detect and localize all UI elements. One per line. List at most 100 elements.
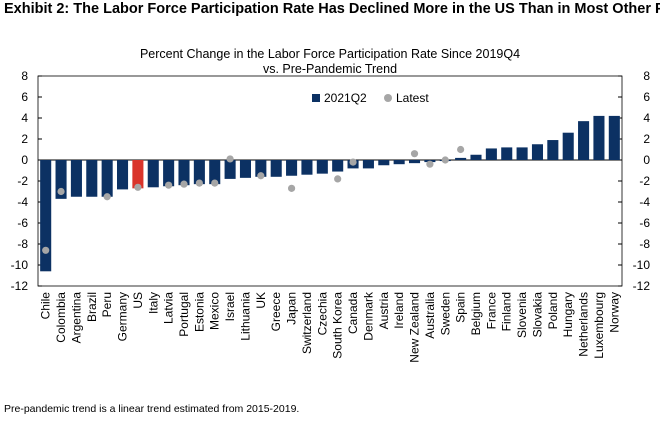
bar [393,160,405,165]
y2-tick-label: -2 [639,174,650,188]
y2-tick-label: -10 [633,258,651,272]
bar [163,160,175,187]
latest-dot [211,179,219,187]
x-tick-label: Peru [100,292,114,317]
bar [239,160,252,178]
y-tick-label: 2 [21,132,28,146]
bar [578,121,590,160]
y-tick-label: -6 [17,216,28,230]
x-tick-label: Germany [116,292,130,341]
y-tick-label: -12 [11,279,29,293]
y-tick-label: -10 [11,258,29,272]
y-tick-label: -2 [17,174,28,188]
x-tick-label: UK [254,292,268,309]
bar [224,160,236,179]
bar [362,160,374,169]
latest-dot [103,193,111,201]
y2-tick-label: 4 [643,111,650,125]
bar [132,160,144,189]
x-tick-label: Japan [285,292,299,325]
x-tick-label: Australia [423,292,437,339]
latest-dot [226,155,234,163]
legend-label: 2021Q2 [324,91,367,105]
footnote: Pre-pandemic trend is a linear trend est… [4,403,299,415]
x-tick-label: Hungary [561,292,575,337]
bar [547,140,559,160]
y2-tick-label: 0 [643,153,650,167]
y-tick-label: -8 [17,237,28,251]
y2-tick-label: 6 [643,90,650,104]
x-tick-label: Switzerland [300,292,314,354]
x-tick-label: Poland [546,292,560,329]
bar [378,160,390,166]
x-tick-label: Luxembourg [592,292,606,359]
latest-dot [441,156,449,164]
latest-dot [349,158,357,166]
bar [301,160,313,175]
y-tick-label: 6 [21,90,28,104]
x-tick-label: Israel [223,292,237,321]
latest-dot [57,187,65,196]
x-tick-label: Canada [346,292,360,334]
latest-dot [457,145,465,154]
bar [531,144,544,160]
bar [562,132,574,160]
chart-title: Percent Change in the Labor Force Partic… [140,47,520,61]
bar [470,154,482,160]
latest-dot [426,160,434,168]
legend-label: Latest [396,91,429,105]
latest-dot [257,172,265,180]
exhibit-title: Exhibit 2: The Labor Force Participation… [4,1,660,17]
x-tick-label: Latvia [162,292,176,324]
x-tick-label: Slovenia [515,292,529,338]
bar [270,160,282,177]
y-tick-label: 8 [21,69,28,83]
y2-tick-label: -8 [639,237,650,251]
x-tick-label: Norway [607,292,621,333]
legend-marker [312,94,320,102]
x-tick-label: Brazil [85,292,99,322]
bar [209,160,221,185]
bar [178,160,190,186]
bar [516,147,528,160]
x-tick-label: Italy [146,292,160,314]
bar [455,157,467,160]
x-tick-label: Portugal [177,292,191,337]
y-tick-label: 4 [21,111,28,125]
x-tick-label: Lithuania [238,292,252,341]
x-tick-label: Colombia [54,292,68,343]
y-tick-label: -4 [17,195,28,209]
x-tick-label: Austria [377,292,391,330]
legend-marker [384,94,392,102]
x-tick-label: Sweden [438,292,452,335]
x-tick-label: Czechia [315,292,329,336]
x-tick-label: New Zealand [408,292,422,363]
bar [147,160,159,188]
latest-dot [42,246,50,254]
latest-dot [180,180,188,188]
x-tick-label: Finland [500,292,514,331]
y2-tick-label: 2 [643,132,650,146]
y2-tick-label: 8 [643,69,650,83]
latest-dot [287,184,296,192]
y-tick-label: 0 [21,153,28,167]
x-tick-label: Belgium [469,292,483,335]
x-tick-label: Netherlands [577,292,591,357]
bar [193,160,205,185]
x-tick-label: Estonia [192,292,206,332]
x-tick-label: France [484,292,498,330]
bar [255,160,267,177]
bar [593,115,605,160]
x-tick-label: South Korea [331,292,345,359]
x-tick-label: Mexico [208,292,222,330]
x-tick-label: US [131,292,145,309]
x-tick-label: Slovakia [530,292,544,338]
latest-dot [165,181,173,189]
bar [332,160,344,172]
chart-subtitle: vs. Pre-Pandemic Trend [263,62,397,76]
bar [40,160,52,272]
y2-tick-label: -6 [639,216,650,230]
x-tick-label: Greece [269,292,283,332]
latest-dot [195,179,203,187]
